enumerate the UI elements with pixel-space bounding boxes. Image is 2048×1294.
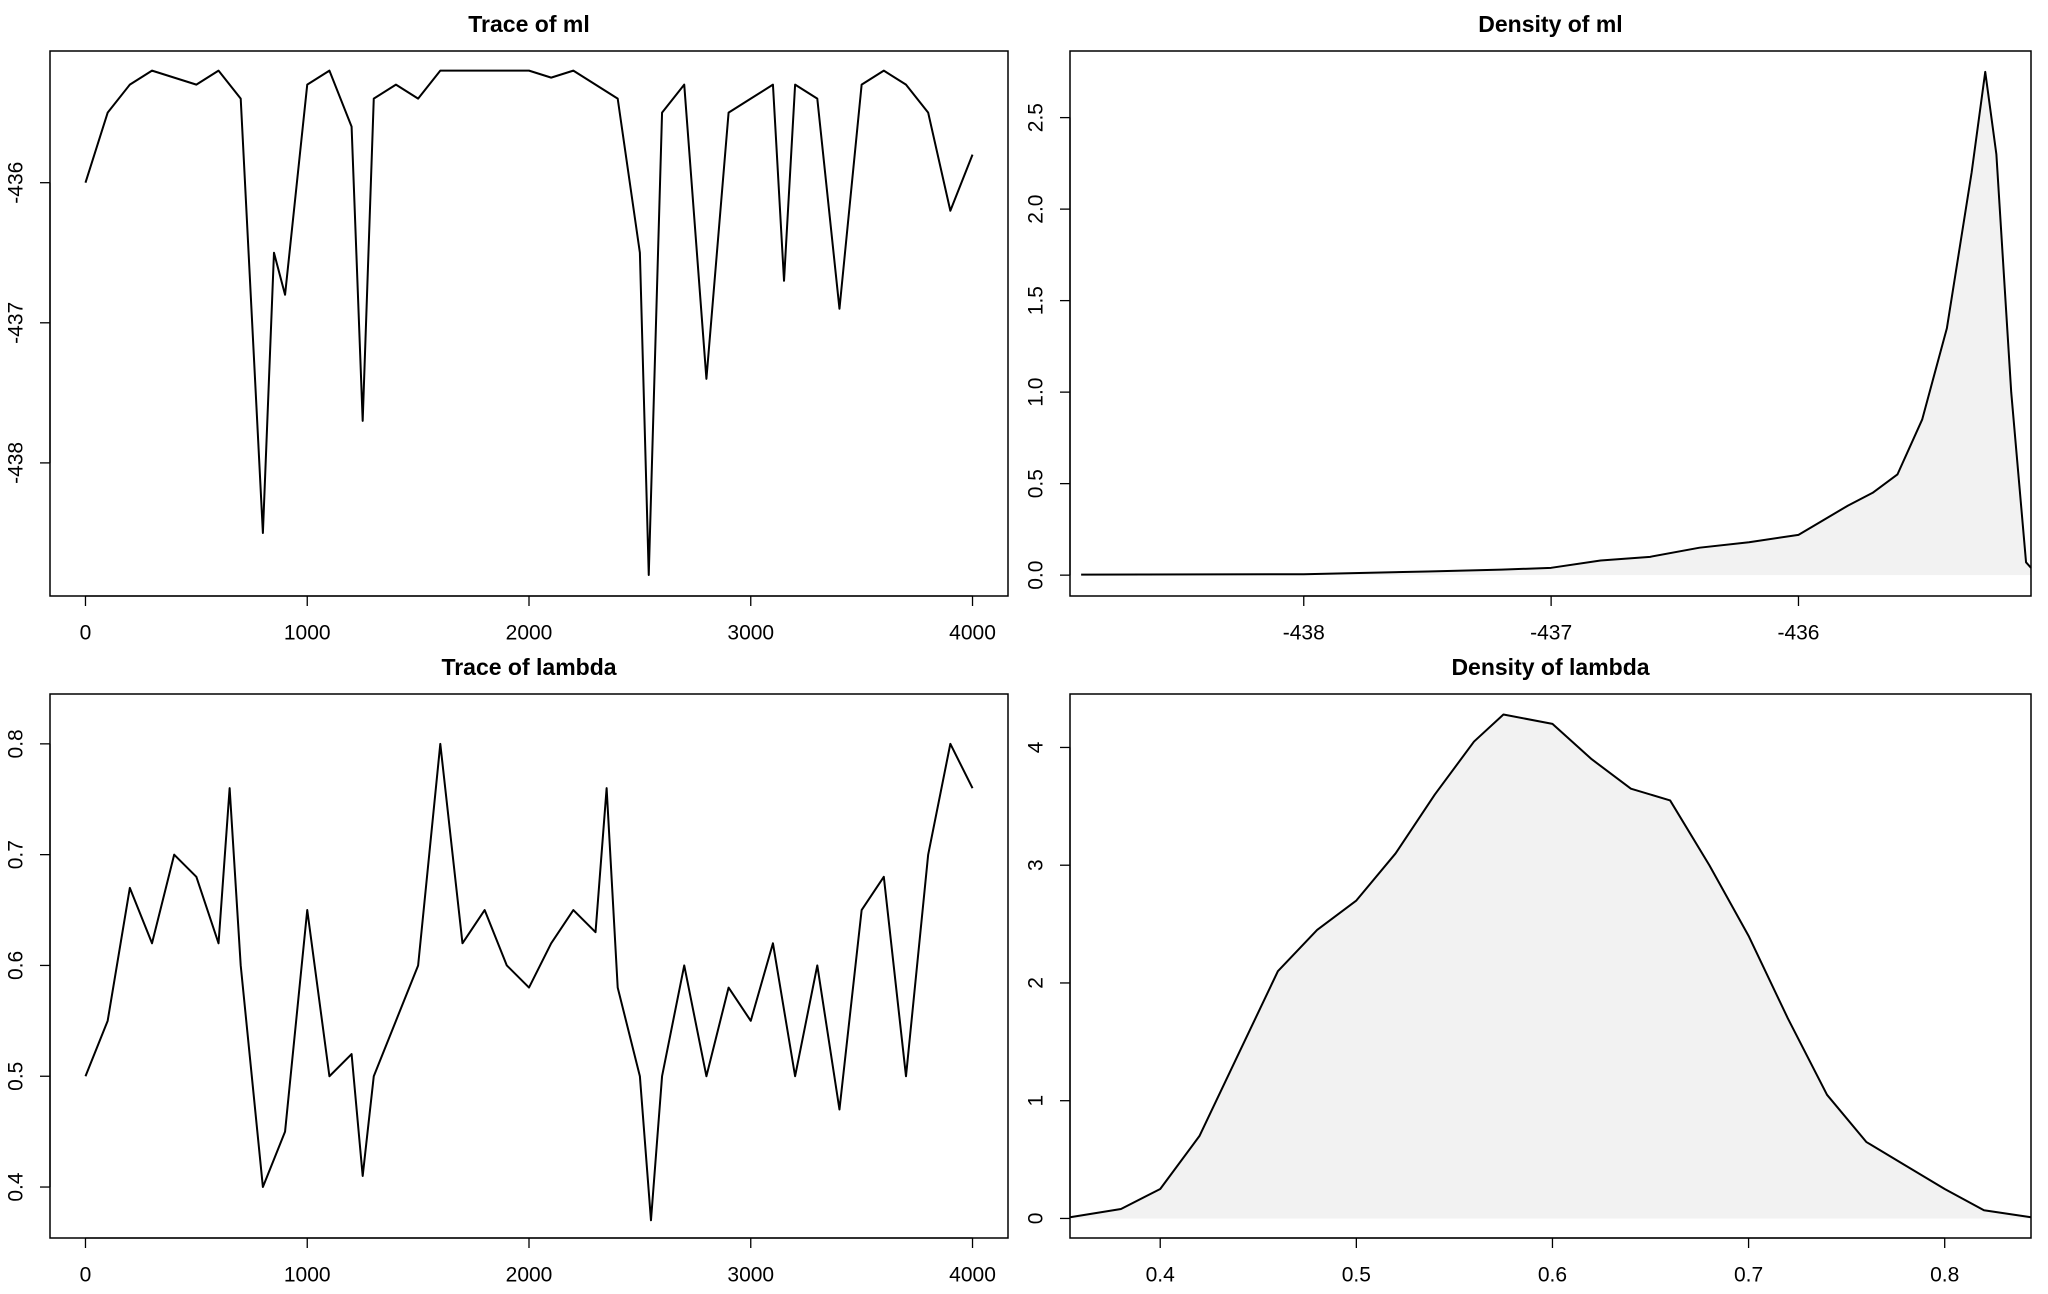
x-tick-label: 0.4 — [1146, 1264, 1176, 1287]
density-line — [1081, 70, 2032, 576]
x-tick-label: 1000 — [284, 1264, 331, 1287]
plot-frame — [1069, 693, 2032, 1239]
y-tick-label: 1.0 — [1025, 378, 1048, 407]
y-tick-label: 4 — [1025, 741, 1048, 753]
plot-frame — [49, 693, 1009, 1239]
y-tick-label: 2.0 — [1025, 195, 1048, 224]
x-tick-label: 3000 — [727, 1264, 774, 1287]
x-tick-label: 4000 — [949, 622, 996, 645]
trace-line — [84, 742, 974, 1222]
y-tick-label: 3 — [1025, 859, 1048, 871]
plot-frame — [1069, 50, 2032, 597]
x-tick-label: 0.8 — [1930, 1264, 1959, 1287]
density-area — [1081, 71, 2031, 576]
y-tick-label: 0.0 — [1025, 561, 1048, 590]
chart-title: Density of lambda — [1451, 654, 1649, 680]
y-tick-label: 0.5 — [5, 1062, 28, 1091]
x-tick-label: 0.6 — [1538, 1264, 1567, 1287]
y-tick-label: 0.7 — [5, 840, 28, 869]
x-tick-label: 0 — [80, 622, 92, 645]
x-tick-label: 0 — [80, 1264, 92, 1287]
trace-line — [84, 69, 974, 576]
x-tick-label: -438 — [1283, 622, 1325, 645]
x-tick-label: 1000 — [284, 622, 331, 645]
x-tick-label: 2000 — [506, 622, 553, 645]
y-tick-label: 0.4 — [5, 1172, 28, 1202]
x-tick-label: -436 — [1777, 622, 1819, 645]
x-tick-label: 3000 — [727, 622, 774, 645]
x-tick-label: 0.5 — [1342, 1264, 1371, 1287]
y-tick-label: 2.5 — [1025, 103, 1048, 132]
chart-title: Trace of ml — [468, 11, 589, 37]
x-tick-label: 2000 — [506, 1264, 553, 1287]
y-tick-label: 0.6 — [5, 951, 28, 980]
y-tick-label: 2 — [1025, 977, 1048, 989]
y-tick-label: -437 — [5, 302, 28, 344]
y-tick-label: -438 — [5, 442, 28, 484]
chart-title: Trace of lambda — [441, 654, 616, 680]
y-tick-label: 1 — [1025, 1095, 1048, 1107]
y-tick-label: 0.5 — [1025, 469, 1048, 498]
x-tick-label: 4000 — [949, 1264, 996, 1287]
plot-frame — [49, 50, 1009, 597]
chart-title: Density of ml — [1478, 11, 1622, 37]
y-tick-label: 1.5 — [1025, 286, 1048, 315]
density-area — [1070, 714, 2031, 1219]
y-tick-label: 0 — [1025, 1213, 1048, 1225]
x-tick-label: -437 — [1530, 622, 1572, 645]
density-line — [1069, 713, 2032, 1219]
y-tick-label: 0.8 — [5, 729, 28, 758]
y-tick-label: -436 — [5, 162, 28, 204]
x-tick-label: 0.7 — [1734, 1264, 1763, 1287]
